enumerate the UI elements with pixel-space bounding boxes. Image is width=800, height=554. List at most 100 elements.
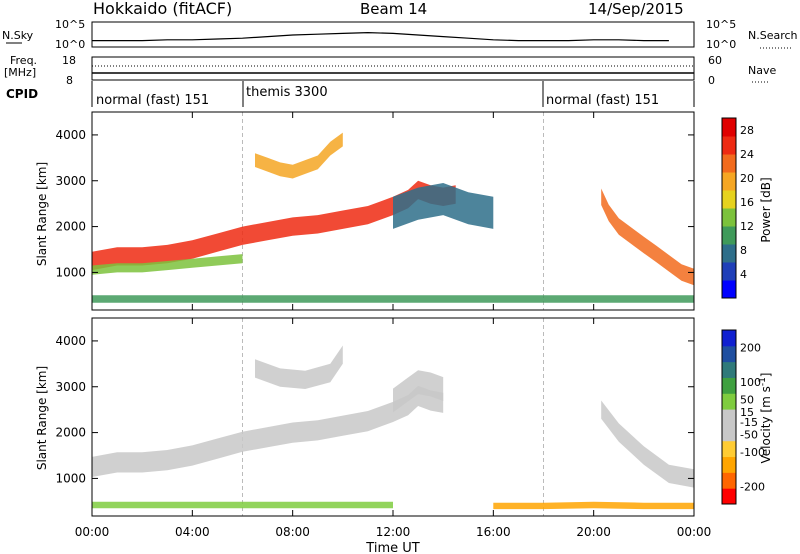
colorbar-tick-label: 4 <box>740 268 747 281</box>
freq-label-2: [MHz] <box>4 66 36 79</box>
x-tick-label: 20:00 <box>576 525 611 539</box>
y-tick-label: 3000 <box>55 380 86 394</box>
colorbar-cell <box>722 172 736 191</box>
echo-band <box>92 501 393 509</box>
colorbar-tick-label: 16 <box>740 196 754 209</box>
colorbar-cell <box>722 190 736 209</box>
noise-trace <box>92 31 669 42</box>
cpid-segment-3: normal (fast) 151 <box>546 93 659 108</box>
colorbar-cell <box>722 377 736 394</box>
colorbar-tick-label: 50 <box>740 394 754 407</box>
colorbar-cell <box>722 345 736 363</box>
nave-tick-bottom: 0 <box>708 74 715 87</box>
noise-left-tick-top: 10^5 <box>55 18 85 31</box>
echo-band <box>393 183 494 229</box>
power-panel <box>92 112 694 310</box>
colorbar-cell <box>722 488 736 505</box>
y-tick-label: 1000 <box>55 265 86 279</box>
echo-band <box>255 345 343 389</box>
x-tick-label: 16:00 <box>476 525 511 539</box>
colorbar-tick-label: -15 <box>740 416 758 429</box>
colorbar-cell <box>722 118 736 137</box>
noise-left-label: N.Sky <box>2 29 34 42</box>
freq-label-1: Freq. <box>10 54 37 67</box>
power-ylabel: Slant Range [km] <box>35 162 49 266</box>
cpid-label: CPID <box>6 87 38 101</box>
x-ticks: 00:00 04:00 08:00 12:00 16:00 20:00 00:00 <box>75 112 712 539</box>
colorbar-cell <box>722 456 736 473</box>
freq-panel-frame <box>91 56 695 81</box>
colorbar-tick-label: -100 <box>740 446 765 459</box>
cpid-segment-2: themis 3300 <box>246 85 328 100</box>
colorbar-cell <box>722 208 736 227</box>
colorbar-cell <box>722 136 736 155</box>
colorbar-tick-label: -200 <box>740 481 765 494</box>
echo-band <box>255 132 343 179</box>
colorbar-cell <box>722 472 736 489</box>
x-axis-label: Time UT <box>365 541 419 554</box>
colorbar-cell <box>722 280 736 299</box>
colorbar-cell <box>722 424 736 442</box>
colorbar-frame <box>721 329 737 505</box>
colorbar-cell <box>722 244 736 263</box>
colorbar-cell <box>722 393 736 410</box>
colorbar-cell <box>722 361 736 378</box>
colorbar-tick-label: 28 <box>740 124 754 137</box>
freq-tick-bottom: 8 <box>66 74 73 87</box>
nave-label: Nave <box>748 64 776 77</box>
colorbar-tick-label: 8 <box>740 244 747 257</box>
echo-band <box>601 400 694 488</box>
noise-right-tick-top: 10^5 <box>706 18 736 31</box>
y-tick-label: 3000 <box>55 174 86 188</box>
echo-band <box>493 501 694 510</box>
velocity-panel <box>92 318 694 516</box>
echo-band <box>601 188 694 286</box>
x-tick-label: 04:00 <box>175 525 210 539</box>
colorbar-cell <box>722 409 736 426</box>
colorbar-cell <box>722 440 736 458</box>
colorbar-tick-label: 15 <box>740 406 754 419</box>
noise-right-label: N.Search <box>748 29 798 42</box>
power-colorbar-label: Power [dB] <box>759 177 773 242</box>
colorbar-tick-label: 200 <box>740 341 761 354</box>
y-tick-label: 4000 <box>55 128 86 142</box>
noise-line <box>92 31 669 42</box>
x-tick-label: 08:00 <box>275 525 310 539</box>
date-label: 14/Sep/2015 <box>588 0 684 18</box>
velocity-ylabel: Slant Range [km] <box>35 366 49 470</box>
x-tick-label: 00:00 <box>75 525 110 539</box>
chart-title: Hokkaido (fitACF) <box>93 0 232 18</box>
echo-band <box>393 370 444 413</box>
colorbar-cell <box>722 330 736 347</box>
y-tick-label: 2000 <box>55 426 86 440</box>
echo-band <box>92 180 456 271</box>
colorbar-tick-label: 20 <box>740 172 754 185</box>
colorbar-cell <box>722 262 736 281</box>
colorbar-cell <box>722 154 736 173</box>
freq-tick-top: 18 <box>62 54 76 67</box>
x-tick-label: 12:00 <box>376 525 411 539</box>
noise-left-tick-bottom: 10^0 <box>55 38 85 51</box>
x-tick-label: 00:00 <box>677 525 712 539</box>
colorbar-tick-label: 100 <box>740 376 761 389</box>
y-tick-label: 2000 <box>55 220 86 234</box>
colorbar-frame <box>721 117 737 299</box>
y-tick-label: 4000 <box>55 334 86 348</box>
colorbar-tick-label: 24 <box>740 148 754 161</box>
velocity-colorbar-label: Velocity [m s-1] <box>758 373 773 464</box>
noise-right-tick-bottom: 10^0 <box>706 38 736 51</box>
colorbar-cell <box>722 226 736 245</box>
power-colorbar: 4 8 12 16 20 24 28 <box>721 117 754 299</box>
echo-band <box>92 385 444 477</box>
colorbar-tick-label: 12 <box>740 220 754 233</box>
y-tick-label: 1000 <box>55 471 86 485</box>
velocity-yticks: 1000 2000 3000 4000 <box>55 334 694 485</box>
echo-band <box>92 254 243 275</box>
noise-panel-frame <box>91 21 695 48</box>
colorbar-tick-label: -50 <box>740 428 758 441</box>
echo-band <box>92 295 694 303</box>
beam-label: Beam 14 <box>360 0 427 18</box>
nave-tick-top: 60 <box>708 54 722 67</box>
